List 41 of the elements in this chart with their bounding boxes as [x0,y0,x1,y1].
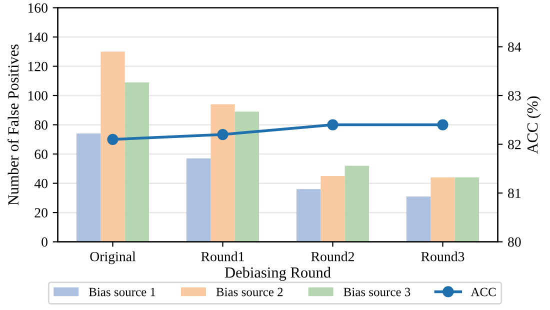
y-tick-label: 0 [42,237,48,247]
x-axis-title: Debiasing Round [224,266,331,281]
legend-label: ACC [470,288,496,296]
legend-label: Bias source 3 [344,288,410,296]
x-tick-label: Round1 [201,252,244,262]
bar [430,177,455,242]
bar [344,166,370,242]
bar [454,177,480,242]
y2-tick-label: 81 [508,188,521,198]
y2-tick-label: 80 [508,237,521,247]
bar [100,52,125,242]
point [437,119,448,130]
bar [234,112,260,242]
y-tick-label: 40 [34,178,48,188]
y-tick-label: 20 [34,208,48,218]
legend-label: Bias source 2 [216,288,283,296]
x-tick-label: Round2 [311,252,354,262]
y2-axis-title: ACC (%) [526,96,541,154]
y2-tick-label: 82 [508,140,521,150]
point [107,134,118,145]
bar [210,104,235,242]
y-tick-label: 140 [28,32,48,42]
x-tick-label: Original [90,252,136,264]
y-tick-label: 160 [28,3,48,13]
point [217,128,228,140]
point [327,119,338,130]
bar [406,196,431,242]
y-tick-label: 80 [34,120,48,130]
bar [124,82,150,242]
y-tick-label: 100 [28,91,48,100]
bar [186,158,211,242]
y2-tick-label: 84 [508,42,522,52]
legend-label: Bias source 1 [88,288,156,296]
y-tick-label: 60 [34,150,48,159]
y2-tick-label: 83 [508,91,521,100]
bar [76,134,101,242]
y-axis-title: Number of False Positives [8,44,19,206]
x-tick-label: Round3 [421,252,464,262]
y-tick-label: 120 [28,62,48,72]
bar [320,176,345,242]
bar [296,189,321,242]
